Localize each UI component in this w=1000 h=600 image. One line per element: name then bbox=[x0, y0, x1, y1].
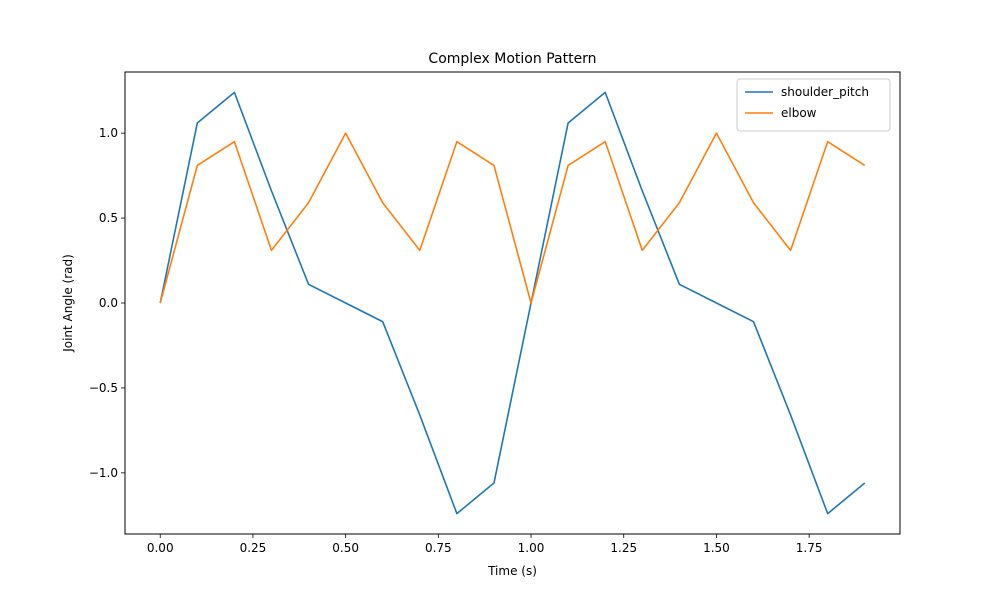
y-tick-label: 1.0 bbox=[99, 126, 118, 140]
x-axis-label: Time (s) bbox=[487, 564, 537, 578]
chart-title: Complex Motion Pattern bbox=[428, 51, 596, 67]
x-tick-label: 0.50 bbox=[332, 541, 359, 555]
y-axis: −1.0 −0.5 0.0 0.5 1.0 bbox=[89, 126, 125, 480]
legend-box bbox=[736, 78, 891, 132]
x-tick-label: 1.00 bbox=[518, 541, 545, 555]
y-tick-label: −0.5 bbox=[89, 381, 118, 395]
series-layer bbox=[159, 91, 866, 515]
x-tick-label: 1.75 bbox=[796, 541, 823, 555]
y-tick-label: 0.5 bbox=[99, 211, 118, 225]
x-tick-label: 0.25 bbox=[240, 541, 267, 555]
series-line-elbow bbox=[159, 132, 866, 304]
x-tick-label: 0.75 bbox=[425, 541, 452, 555]
legend-label: elbow bbox=[781, 106, 817, 120]
y-tick-label: −1.0 bbox=[89, 466, 118, 480]
x-tick-label: 1.50 bbox=[703, 541, 730, 555]
y-axis-label: Joint Angle (rad) bbox=[61, 254, 75, 353]
x-tick-label: 0.00 bbox=[147, 541, 174, 555]
legend-label: shoulder_pitch bbox=[781, 85, 869, 99]
x-tick-label: 1.25 bbox=[610, 541, 637, 555]
x-axis: 0.00 0.25 0.50 0.75 1.00 1.25 1.50 1.75 bbox=[147, 534, 823, 555]
series-line-shoulder_pitch bbox=[159, 91, 866, 515]
y-tick-label: 0.0 bbox=[99, 296, 118, 310]
